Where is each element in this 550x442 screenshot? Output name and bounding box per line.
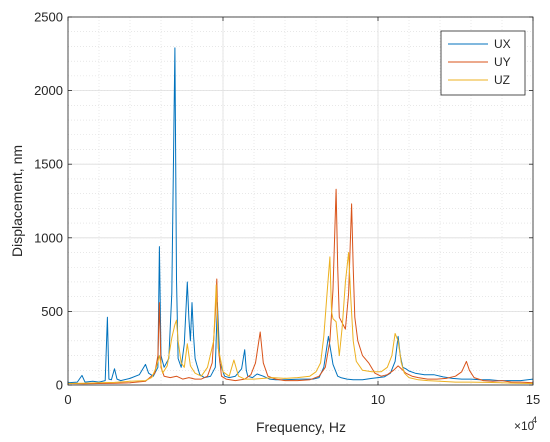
x-exponent-base: ×10	[514, 419, 535, 433]
x-axis-label: Frequency, Hz	[256, 419, 346, 435]
y-tick-label: 500	[41, 304, 63, 319]
y-tick-labels: 0 500 1000 1500 2000 2500	[34, 10, 63, 393]
y-tick-label: 1500	[34, 157, 63, 172]
x-tick-labels: 0 5 10 15	[64, 392, 540, 407]
x-tick-label: 5	[219, 392, 226, 407]
x-tick-label: 15	[526, 392, 540, 407]
series-layer	[67, 47, 534, 385]
y-axis-label: Displacement, nm	[9, 145, 25, 257]
series-line-uy	[67, 188, 534, 385]
legend-label-ux: UX	[494, 37, 511, 51]
legend-label-uy: UY	[494, 55, 511, 69]
y-tick-label: 0	[56, 378, 63, 393]
series-line-ux	[67, 47, 534, 384]
series-line-uz	[67, 252, 534, 384]
plot-area-frame	[67, 16, 534, 386]
y-tick-label: 2500	[34, 10, 63, 25]
axis-ticks	[67, 16, 534, 386]
x-axis-exponent: ×10 4	[514, 415, 537, 433]
x-tick-label: 0	[64, 392, 71, 407]
legend: UX UY UZ	[440, 30, 526, 96]
legend-box	[440, 30, 526, 96]
x-exponent-power: 4	[532, 415, 537, 425]
x-tick-label: 10	[371, 392, 385, 407]
y-tick-label: 2000	[34, 83, 63, 98]
y-tick-label: 1000	[34, 230, 63, 245]
legend-label-uz: UZ	[494, 73, 510, 87]
